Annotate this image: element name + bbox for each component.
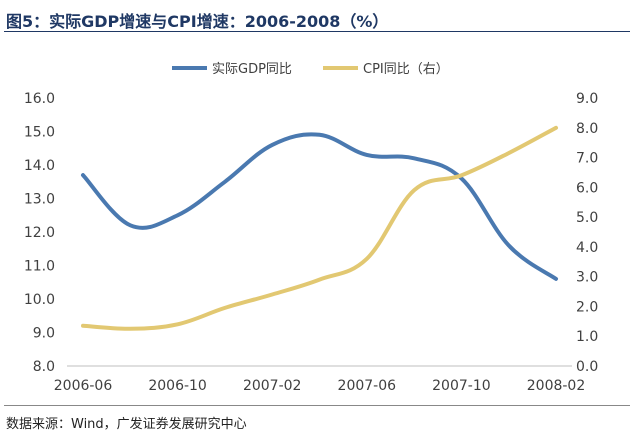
x-axis-tick-label: 2007-10 — [432, 378, 491, 394]
left-axis-tick-label: 8.0 — [33, 359, 55, 375]
legend-label-cpi: CPI同比（右） — [363, 62, 449, 77]
right-axis-tick-label: 5.0 — [576, 210, 598, 226]
right-axis-tick-label: 9.0 — [576, 91, 598, 107]
right-axis-tick-label: 2.0 — [576, 299, 598, 315]
left-axis-tick-label: 12.0 — [24, 225, 55, 241]
left-axis-tick-label: 10.0 — [24, 292, 55, 308]
right-axis-tick-label: 4.0 — [576, 240, 598, 256]
right-axis-tick-label: 3.0 — [576, 270, 598, 286]
right-axis-tick-label: 7.0 — [576, 151, 598, 167]
left-axis-tick-label: 13.0 — [24, 192, 55, 208]
gdp-series-line — [81, 132, 558, 281]
cpi-series-line — [81, 125, 558, 331]
right-axis-tick-label: 0.0 — [576, 359, 598, 375]
right-axis-tick-label: 8.0 — [576, 121, 598, 137]
x-axis: 2006-06 2006-10 2007-02 2007-06 2007-10 2008-… — [54, 378, 586, 394]
left-axis-tick-label: 14.0 — [24, 158, 55, 174]
right-axis-tick-label: 1.0 — [576, 329, 598, 345]
chart-legend: 实际GDP同比 CPI同比（右） — [172, 62, 449, 77]
title-divider — [4, 31, 630, 32]
left-axis: 8.0 9.0 10.0 11.0 12.0 13.0 14.0 15.0 16.0 — [24, 91, 55, 375]
line-chart: 实际GDP同比 CPI同比（右） 8.0 9.0 10.0 11.0 12.0 13.0 1… — [24, 62, 598, 394]
footer-divider — [4, 405, 630, 406]
legend-label-gdp: 实际GDP同比 — [212, 62, 292, 77]
left-axis-tick-label: 15.0 — [24, 125, 55, 141]
left-axis-tick-label: 9.0 — [33, 326, 55, 342]
right-axis: 0.0 1.0 2.0 3.0 4.0 5.0 6.0 7.0 8.0 9.0 — [576, 91, 598, 375]
right-axis-tick-label: 6.0 — [576, 180, 598, 196]
series-lines — [81, 125, 558, 331]
x-axis-tick-label: 2006-10 — [148, 378, 207, 394]
x-axis-tick-label: 2007-02 — [243, 378, 302, 394]
x-axis-tick-label: 2007-06 — [338, 378, 397, 394]
left-axis-tick-label: 11.0 — [24, 259, 55, 275]
chart-title: 图5：实际GDP增速与CPI增速：2006-2008（%） — [6, 12, 389, 31]
figure-header: 图5：实际GDP增速与CPI增速：2006-2008（%） — [0, 0, 637, 32]
left-axis-tick-label: 16.0 — [24, 91, 55, 107]
x-axis-tick-label: 2006-06 — [54, 378, 113, 394]
source-note: 数据来源：Wind，广发证券发展研究中心 — [6, 417, 247, 432]
x-axis-tick-label: 2008-02 — [527, 378, 586, 394]
